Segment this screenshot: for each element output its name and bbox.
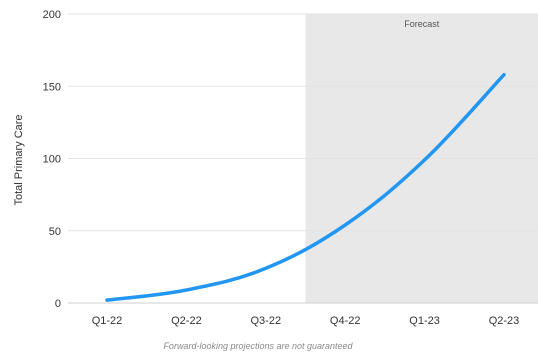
y-tick-label-150: 150 [43, 81, 61, 93]
y-tick-label-50: 50 [49, 226, 61, 238]
y-tick-label-100: 100 [43, 154, 61, 166]
y-tick-label-200: 200 [43, 9, 61, 21]
x-tick-label-q3-22: Q3-22 [251, 315, 282, 327]
x-tick-label-q1-22: Q1-22 [92, 315, 123, 327]
x-tick-layer: Q1-22 Q2-22 Q3-22 Q4-22 Q1-23 Q2-23 [92, 315, 520, 327]
y-tick-label-0: 0 [55, 298, 61, 310]
footnote: Forward-looking projections are not guar… [163, 341, 353, 351]
forecast-label: Forecast [404, 19, 440, 29]
x-tick-label-q2-22: Q2-22 [171, 315, 202, 327]
y-axis-title: Total Primary Care [13, 114, 25, 205]
x-tick-label-q4-22: Q4-22 [330, 315, 361, 327]
y-tick-layer: 0 50 100 150 200 [43, 9, 61, 310]
x-tick-label-q1-23: Q1-23 [409, 315, 440, 327]
x-tick-label-q2-23: Q2-23 [489, 315, 520, 327]
